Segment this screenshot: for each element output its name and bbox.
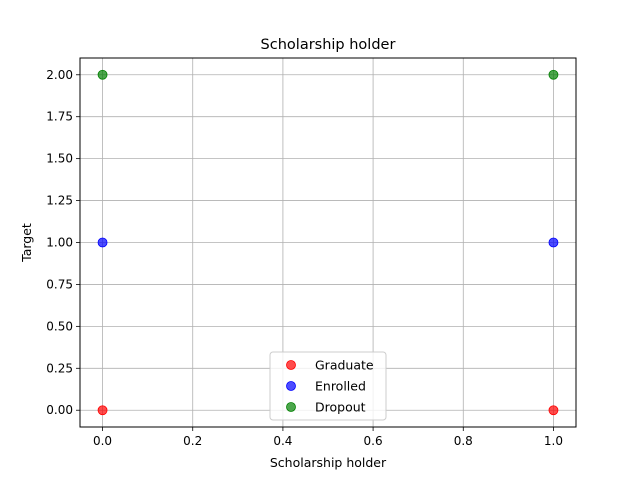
y-tick-label: 0.75 [46,277,73,291]
x-axis-label: Scholarship holder [270,455,387,470]
data-point-dropout [97,69,108,80]
y-tick-label: 1.00 [46,236,73,250]
legend-label: Graduate [315,358,374,373]
y-tick-label: 0.00 [46,403,73,417]
y-axis-label: Target [19,223,34,263]
data-points [97,69,559,416]
grid [80,58,576,427]
legend: Graduate Enrolled Dropout [269,351,387,421]
data-point-graduate [548,405,559,416]
legend-label: Dropout [315,400,366,415]
chart-title: Scholarship holder [261,37,396,53]
legend-marker-enrolled [286,381,296,391]
data-point-enrolled [97,237,108,248]
y-tick-label: 1.25 [46,194,73,208]
y-tick-label: 0.25 [46,361,73,375]
data-point-enrolled [548,237,559,248]
y-tick-label: 1.75 [46,110,73,124]
x-tick-label: 0.0 [93,434,112,448]
legend-marker-dropout [286,402,296,412]
x-tick-label: 1.0 [544,434,563,448]
x-tick-label: 0.4 [273,434,292,448]
y-tick-label: 2.00 [46,68,73,82]
legend-label: Enrolled [315,379,366,394]
x-tick-label: 0.8 [454,434,473,448]
y-tick-label: 1.50 [46,152,73,166]
data-point-graduate [97,405,108,416]
x-tick-label: 0.2 [183,434,202,448]
legend-marker-graduate [286,360,296,370]
y-tick-label: 0.50 [46,319,73,333]
data-point-dropout [548,69,559,80]
x-tick-label: 0.6 [364,434,383,448]
axis-ticks: 0.0 0.2 0.4 0.6 0.8 1.0 0.00 0.25 0.50 0.75 1.00 1.… [46,68,563,448]
legend-box [269,351,387,421]
